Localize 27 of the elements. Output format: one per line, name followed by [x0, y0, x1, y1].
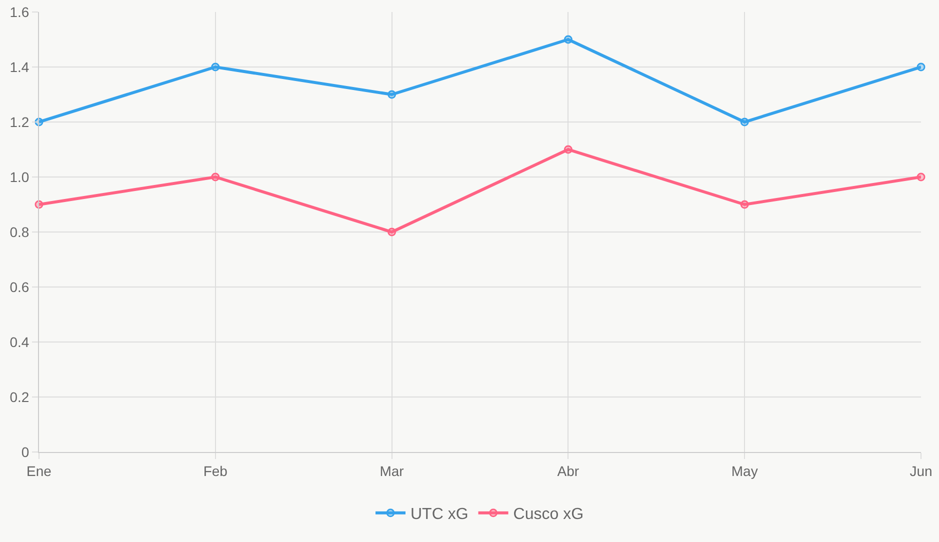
y-tick-label: 1.6 — [10, 4, 30, 20]
point — [564, 145, 572, 154]
point — [564, 35, 572, 44]
point — [211, 172, 220, 182]
y-tick-label: 1.4 — [10, 58, 30, 75]
y-tick-label: 1.0 — [10, 168, 30, 185]
x-tick-label: Feb — [203, 462, 228, 479]
y-tick-label: 0.6 — [10, 278, 30, 295]
x-tick-label: Mar — [380, 462, 404, 479]
point — [388, 90, 396, 99]
point — [211, 62, 220, 72]
x-tick-label: Abr — [557, 462, 580, 479]
legend-label: UTC xG — [410, 506, 468, 524]
point — [740, 118, 749, 126]
legend-label: Cusco xG — [513, 506, 584, 524]
y-tick-label: 0.4 — [10, 334, 30, 350]
point — [740, 200, 749, 209]
point — [916, 172, 926, 182]
x-tick-label: May — [731, 462, 758, 479]
point — [388, 228, 396, 236]
x-tick-label: Jun — [910, 462, 932, 479]
y-tick-label: 0.8 — [10, 224, 30, 240]
y-tick-label: 0.2 — [10, 388, 30, 405]
y-tick-label: 1.2 — [10, 114, 30, 130]
y-tick-label: 0 — [21, 444, 30, 460]
point — [916, 62, 926, 72]
x-tick-label: Ene — [26, 462, 52, 479]
